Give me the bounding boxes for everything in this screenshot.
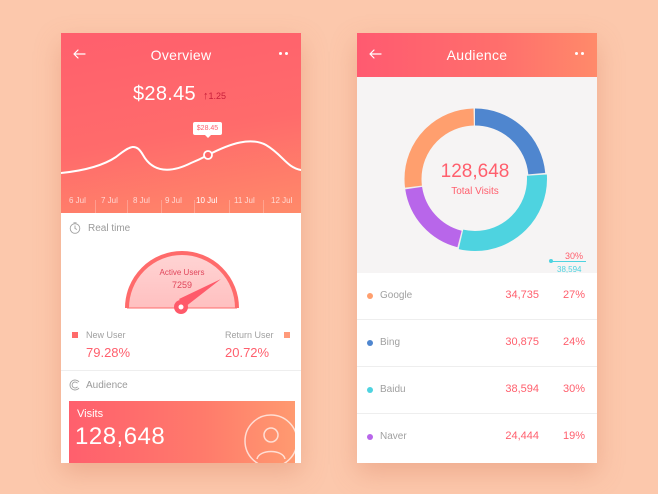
callout-percent: 30% [565,251,584,261]
list-item[interactable]: Google 34,735 27% [357,273,597,320]
overview-screen: Overview $28.45 ↑1.25 $28.45 6 Jul 7 Jul… [61,33,301,463]
baidu-dot [367,387,373,393]
date-label[interactable]: 12 Jul [271,196,293,205]
naver-dot [367,434,373,440]
source-name: Bing [380,337,401,348]
date-label[interactable]: 8 Jul [133,196,150,205]
source-percent: 30% [562,383,585,395]
page-title: Overview [150,47,212,63]
source-visits: 30,875 [505,336,539,348]
list-item[interactable]: Baidu 38,594 30% [357,367,597,414]
list-item[interactable]: Naver 24,444 19% [357,414,597,461]
visits-donut-panel: 128,648 Total Visits 30% 38,594 [357,77,597,274]
donut-segment-baidu[interactable] [403,107,547,251]
trend-point[interactable] [203,150,213,160]
new-user-value: 79.28% [86,345,131,360]
back-arrow-icon[interactable] [367,46,383,62]
visits-value: 128,648 [75,423,166,450]
page-title: Audience [446,47,508,63]
audience-label: Audience [86,380,128,391]
visits-card[interactable]: Visits 128,648 [69,401,298,463]
back-arrow-icon[interactable] [71,46,87,62]
source-name: Google [380,290,413,301]
realtime-label: Real time [88,223,131,234]
return-user-label: Return User [225,330,274,340]
callout-dot [549,259,553,263]
date-tick [127,200,128,213]
list-item[interactable]: Bing 30,875 24% [357,320,597,367]
donut-segment-google[interactable] [404,108,546,250]
overview-header: Overview $28.45 ↑1.25 $28.45 6 Jul 7 Jul… [61,33,301,213]
google-dot [367,293,373,299]
source-visits: 38,594 [505,383,539,395]
date-label[interactable]: 9 Jul [165,196,182,205]
source-visits: 24,444 [505,430,539,442]
source-percent: 24% [562,336,585,348]
source-visits: 34,735 [505,289,539,301]
date-axis: 6 Jul 7 Jul 8 Jul 9 Jul 10 Jul 11 Jul 12… [61,196,301,210]
balance-amount: $28.45 [133,83,196,105]
balance-delta: ↑1.25 [203,90,226,102]
section-divider [61,370,301,371]
clock-icon [69,222,81,234]
delta-value: 1.25 [208,91,227,101]
callout-line [550,261,586,262]
more-dots-icon[interactable] [575,52,587,58]
audience-header: Audience [357,33,597,77]
audience-icon [69,379,80,391]
bing-dot [367,340,373,346]
source-name: Baidu [380,384,406,395]
gauge-value: 7259 [171,280,193,290]
donut-segment-bing[interactable] [404,108,546,250]
new-user-label: New User [86,330,126,340]
gauge-needle [179,279,221,307]
date-label-active[interactable]: 10 Jul [196,196,218,205]
overview-nav-bar: Overview [61,33,301,77]
active-users-gauge [125,251,239,314]
return-user-value: 20.72% [225,345,270,360]
callout-number: 38,594 [557,265,582,274]
user-icon [244,414,298,463]
date-label[interactable]: 11 Jul [234,196,255,205]
source-percent: 19% [562,430,585,442]
trend-tooltip: $28.45 [193,122,222,138]
return-user-swatch [284,332,290,338]
total-visits-value: 128,648 [440,161,510,182]
audience-screen: Audience 128,648 Total Visits 30% 38,594… [357,33,597,463]
source-percent: 27% [562,289,585,301]
gauge-label: Active Users [159,268,205,277]
visits-donut-chart [403,107,547,251]
date-tick [161,200,162,213]
date-tick [263,200,264,213]
new-user-swatch [72,332,78,338]
visits-label: Visits [77,408,104,420]
date-label[interactable]: 6 Jul [69,196,86,205]
date-tick [229,200,230,213]
date-label[interactable]: 7 Jul [101,196,118,205]
date-tick [95,200,96,213]
source-name: Naver [380,431,407,442]
total-visits-label: Total Visits [451,186,499,197]
date-tick [194,200,195,213]
up-arrow-icon: ↑ [203,90,209,102]
trend-line [61,140,301,174]
more-dots-icon[interactable] [279,52,291,58]
